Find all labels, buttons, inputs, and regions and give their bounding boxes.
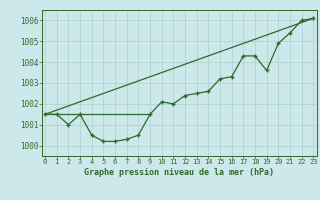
X-axis label: Graphe pression niveau de la mer (hPa): Graphe pression niveau de la mer (hPa) bbox=[84, 168, 274, 177]
